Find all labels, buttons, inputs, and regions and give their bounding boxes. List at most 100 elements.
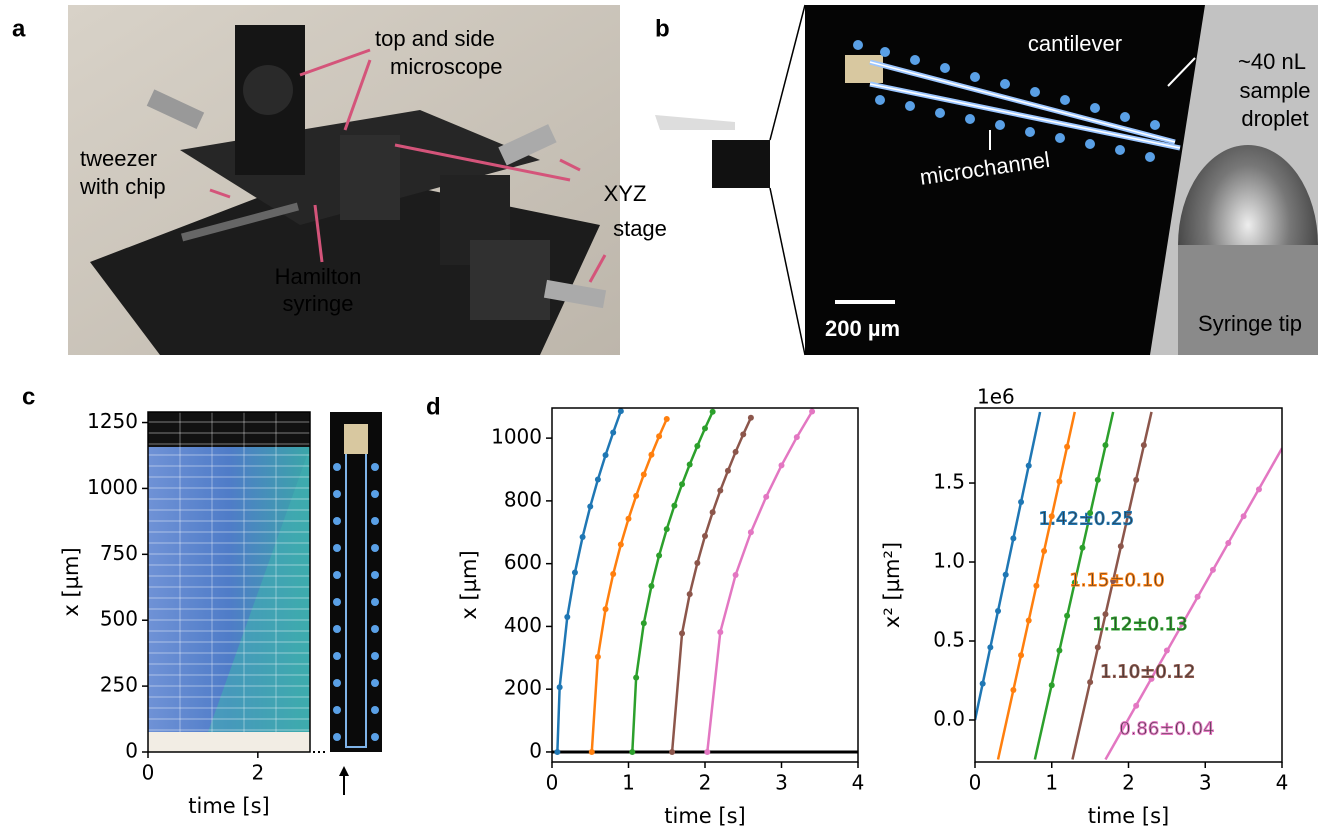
axes-frame	[552, 408, 858, 762]
x-tick-label: 2	[699, 771, 712, 795]
point	[995, 608, 1001, 614]
panel-label: d	[426, 393, 441, 420]
point	[694, 443, 700, 449]
point	[1033, 583, 1039, 589]
point	[809, 408, 815, 414]
point	[1003, 572, 1009, 578]
point	[1195, 594, 1201, 600]
image-bottom	[148, 732, 310, 752]
chip-dot	[371, 571, 379, 579]
point	[1164, 647, 1170, 653]
chart: 1.42±0.251.15±0.101.12±0.131.10±0.120.86…	[880, 385, 1288, 829]
y-tick-label: 1000	[87, 475, 138, 499]
chip-dot	[333, 463, 341, 471]
point	[1041, 548, 1047, 554]
point	[733, 572, 739, 578]
photo-label: with chip	[79, 174, 166, 199]
chip-dot	[371, 679, 379, 687]
annotation: 1.42±0.25	[1039, 508, 1134, 529]
y-tick-label: 0	[529, 738, 542, 762]
chip-pad	[344, 424, 368, 454]
x-tick-label: 0	[969, 771, 982, 795]
y-tick-label: 0.0	[933, 706, 965, 730]
point	[748, 529, 754, 535]
plot-area	[148, 412, 310, 752]
photo-label: sample	[1240, 78, 1311, 103]
point	[669, 749, 675, 755]
point	[648, 452, 654, 458]
point	[1049, 682, 1055, 688]
photo-label: syringe	[283, 291, 354, 316]
point	[580, 534, 586, 540]
chip-dot	[333, 598, 341, 606]
y-tick-label: 0	[125, 739, 138, 763]
fit-line	[975, 412, 1040, 720]
chip-dot	[371, 463, 379, 471]
y-tick-label: 1000	[491, 425, 542, 449]
chip-dot	[333, 625, 341, 633]
point	[603, 452, 609, 458]
point	[656, 553, 662, 559]
chip-dot	[371, 625, 379, 633]
point	[656, 433, 662, 439]
point	[564, 614, 570, 620]
scale-bar-label: 200 µm	[825, 316, 900, 341]
point	[1018, 499, 1024, 505]
y-tick-label: 1250	[87, 409, 138, 433]
point	[1026, 617, 1032, 623]
point	[694, 560, 700, 566]
chip-dot	[371, 652, 379, 660]
point	[664, 416, 670, 422]
point	[610, 429, 616, 435]
point	[710, 409, 716, 415]
point	[679, 630, 685, 636]
point	[702, 533, 708, 539]
photo-label: microscope	[390, 54, 502, 79]
line	[632, 412, 712, 752]
point	[687, 591, 693, 597]
y-tick-label: 1.5	[933, 470, 965, 494]
point	[641, 620, 647, 626]
point	[671, 503, 677, 509]
point	[589, 749, 595, 755]
x-axis-label: time [s]	[1088, 804, 1169, 828]
y-axis-label: x² [µm²]	[880, 542, 904, 628]
photo-label: tweezer	[80, 146, 157, 171]
photo-label: top and side	[375, 26, 495, 51]
y-tick-label: 800	[504, 487, 542, 511]
y-tick-label: 400	[504, 613, 542, 637]
point	[733, 449, 739, 455]
point	[629, 749, 635, 755]
point	[779, 462, 785, 468]
point	[763, 494, 769, 500]
point	[725, 468, 731, 474]
photo-label: Syringe tip	[1198, 311, 1302, 336]
x-tick-label: 4	[1276, 771, 1289, 795]
point	[1102, 442, 1108, 448]
line	[707, 411, 812, 752]
photo-label: ~40 nL	[1238, 49, 1306, 74]
panel-label: c	[22, 383, 35, 410]
y-tick-label: 750	[100, 541, 138, 565]
x-tick-label: 2	[1122, 771, 1135, 795]
chip-dot	[333, 706, 341, 714]
point	[1018, 652, 1024, 658]
point	[748, 415, 754, 421]
chip-dot	[333, 571, 341, 579]
x-axis-label: time [s]	[664, 804, 745, 828]
point	[1056, 478, 1062, 484]
plot-area	[552, 408, 858, 755]
point	[794, 434, 800, 440]
point	[980, 681, 986, 687]
y-tick-label: 0.5	[933, 627, 965, 651]
chip-dot	[333, 544, 341, 552]
point	[1210, 567, 1216, 573]
point	[687, 461, 693, 467]
point	[1133, 703, 1139, 709]
point	[1064, 613, 1070, 619]
arrow-head	[339, 766, 349, 776]
point	[1010, 535, 1016, 541]
y-tick-label: 200	[504, 676, 542, 700]
chip-image	[330, 412, 382, 752]
